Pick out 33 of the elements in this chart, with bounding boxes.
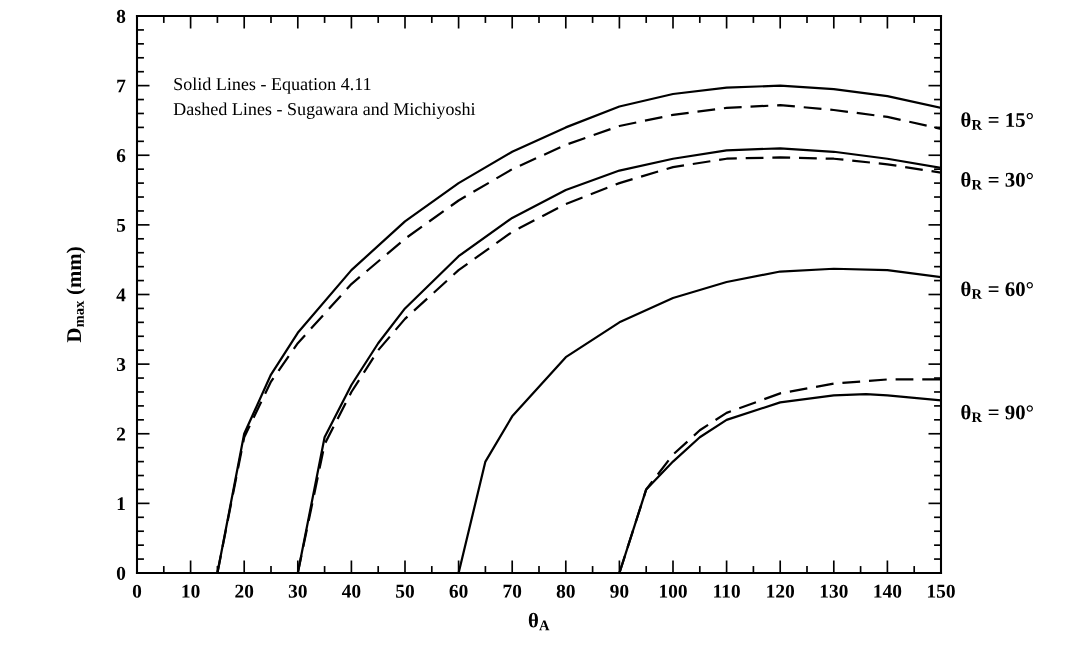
y-tick-label: 8	[116, 9, 126, 23]
x-tick-label: 80	[556, 584, 575, 598]
x-tick-label: 70	[503, 584, 522, 598]
y-tick-label: 4	[116, 288, 126, 302]
x-tick-label: 40	[341, 584, 361, 598]
y-tick-label: 5	[116, 218, 126, 232]
y-tick-label: 2	[116, 427, 126, 441]
annotation: Dashed Lines - Sugawara and Michiyoshi	[173, 102, 476, 119]
y-axis-title: D$_{max}$ (mm)	[66, 247, 86, 343]
x-tick-label: 10	[182, 584, 200, 598]
legend-label: θ$_{R}$ = 30°	[961, 172, 1033, 190]
x-axis-title: θ$_{A}$	[528, 612, 550, 631]
x-tick-label: 130	[820, 584, 848, 598]
x-tick-label: 90	[610, 584, 629, 598]
x-tick-label: 140	[874, 584, 902, 598]
legend-label: θ$_{R}$ = 90°	[961, 404, 1033, 423]
legend-label: θ$_{R}$ = 60°	[961, 281, 1033, 299]
legend-label: θ$_{R}$ = 15°	[961, 112, 1033, 130]
y-tick-label: 6	[116, 149, 126, 163]
x-tick-label: 150	[927, 584, 955, 598]
annotation: Solid Lines - Equation 4.11	[174, 77, 371, 94]
x-tick-label: 100	[659, 584, 687, 598]
x-tick-label: 50	[396, 584, 414, 598]
y-tick-label: 3	[116, 358, 126, 372]
x-tick-label: 20	[235, 584, 254, 598]
x-tick-label: 110	[714, 584, 740, 598]
y-tick-label: 7	[117, 79, 126, 93]
x-tick-label: 120	[767, 584, 795, 598]
y-tick-label: 0	[116, 566, 126, 580]
y-tick-label: 1	[117, 497, 125, 511]
x-tick-label: 60	[449, 584, 468, 598]
x-tick-label: 30	[288, 584, 307, 598]
x-tick-label: 0	[132, 584, 142, 598]
